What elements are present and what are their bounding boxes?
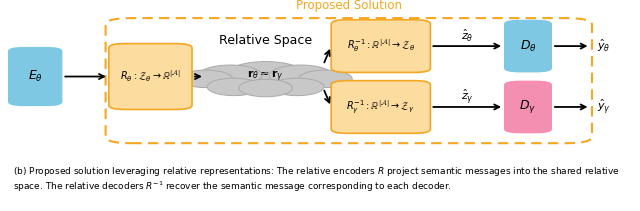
Ellipse shape xyxy=(227,62,305,87)
FancyBboxPatch shape xyxy=(504,20,552,72)
Ellipse shape xyxy=(239,79,292,97)
Text: $D_{\gamma}$: $D_{\gamma}$ xyxy=(520,99,536,115)
Text: $R_{\gamma}^{-1}: \mathbb{R}^{|\mathcal{A}|} \rightarrow \mathcal{Z}_{\gamma}$: $R_{\gamma}^{-1}: \mathbb{R}^{|\mathcal{… xyxy=(346,98,415,116)
Ellipse shape xyxy=(269,65,333,86)
Text: $\hat{y}_{\theta}$: $\hat{y}_{\theta}$ xyxy=(596,38,611,54)
Ellipse shape xyxy=(179,70,232,88)
Ellipse shape xyxy=(207,78,260,96)
FancyBboxPatch shape xyxy=(504,81,552,133)
FancyBboxPatch shape xyxy=(8,47,63,106)
Text: $D_{\theta}$: $D_{\theta}$ xyxy=(520,39,536,54)
Ellipse shape xyxy=(198,65,262,86)
Text: $\hat{z}_{\gamma}$: $\hat{z}_{\gamma}$ xyxy=(461,88,474,107)
Text: $\hat{y}_{\gamma}$: $\hat{y}_{\gamma}$ xyxy=(596,97,611,116)
FancyBboxPatch shape xyxy=(332,81,430,133)
Text: $\mathbf{r}_{\theta} \approx \mathbf{r}_{\gamma}$: $\mathbf{r}_{\theta} \approx \mathbf{r}_… xyxy=(247,69,284,84)
Text: Relative Space: Relative Space xyxy=(219,34,312,47)
Ellipse shape xyxy=(299,70,352,88)
Text: Proposed Solution: Proposed Solution xyxy=(296,0,402,12)
Text: $E_{\theta}$: $E_{\theta}$ xyxy=(28,69,43,84)
Text: $R_{\theta}: \mathcal{Z}_{\theta} \rightarrow \mathbb{R}^{|\mathcal{A}|}$: $R_{\theta}: \mathcal{Z}_{\theta} \right… xyxy=(120,69,181,84)
Text: $\hat{z}_{\theta}$: $\hat{z}_{\theta}$ xyxy=(461,28,474,44)
FancyBboxPatch shape xyxy=(332,20,430,72)
FancyBboxPatch shape xyxy=(109,44,192,110)
Text: $R_{\theta}^{-1}: \mathbb{R}^{|\mathcal{A}|} \rightarrow \mathcal{Z}_{\theta}$: $R_{\theta}^{-1}: \mathbb{R}^{|\mathcal{… xyxy=(347,38,415,54)
Ellipse shape xyxy=(271,78,324,96)
Text: (b) Proposed solution leveraging relative representations: The relative encoders: (b) Proposed solution leveraging relativ… xyxy=(13,165,620,194)
